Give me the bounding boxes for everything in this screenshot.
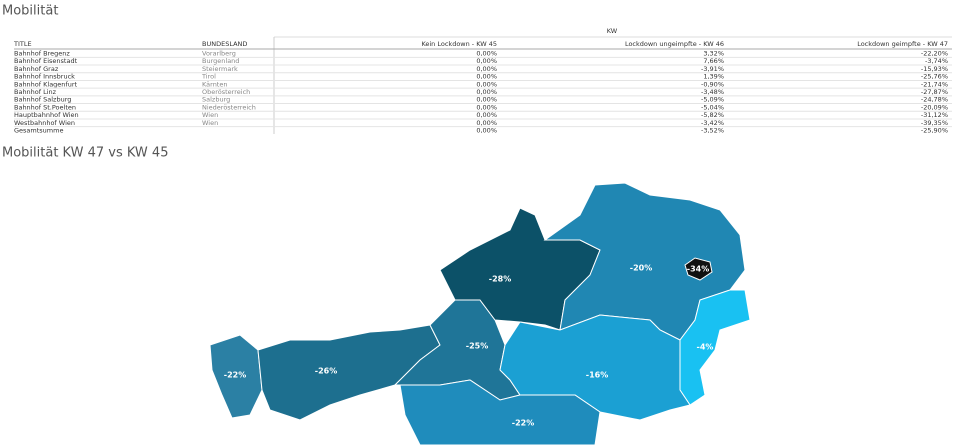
region (499, 314, 691, 421)
station-name: Bahnhof St.Poelten (14, 103, 76, 111)
region-label: -26% (315, 367, 337, 376)
station-name: Bahnhof Eisenstadt (14, 57, 78, 65)
value-cell: -15,93% (921, 65, 948, 73)
column-header: BUNDESLAND (202, 40, 247, 48)
value-cell: 0,00% (476, 88, 497, 96)
value-cell: 0,00% (476, 73, 497, 81)
total-value: -25,90% (921, 127, 948, 135)
value-cell: -3,74% (925, 57, 948, 65)
value-cell: 0,00% (476, 57, 497, 65)
map-title: Mobilität KW 47 vs KW 45 (2, 146, 168, 161)
total-label: Gesamtsumme (14, 127, 63, 135)
value-cell: -27,87% (921, 88, 948, 96)
value-cell: 0,00% (476, 119, 497, 127)
station-name: Bahnhof Innsbruck (14, 73, 75, 81)
region-label: -25% (466, 342, 488, 351)
value-cell: 3,32% (703, 50, 724, 58)
station-name: Bahnhof Salzburg (14, 96, 71, 104)
state-name: Steiermark (202, 65, 238, 73)
column-header: Lockdown ungeimpfte - KW 46 (625, 40, 724, 48)
value-cell: -21,74% (921, 80, 948, 88)
region (679, 289, 751, 406)
value-cell: -25,76% (921, 73, 948, 81)
region-label: -16% (586, 371, 608, 380)
station-name: Bahnhof Bregenz (14, 50, 70, 58)
value-cell: 0,00% (476, 65, 497, 73)
region (684, 257, 713, 281)
value-cell: 0,00% (476, 111, 497, 119)
value-cell: -3,48% (701, 88, 724, 96)
state-name: Niederösterreich (202, 103, 256, 111)
state-name: Oberösterreich (202, 88, 250, 96)
value-cell: 0,00% (476, 50, 497, 58)
value-cell: -5,04% (701, 103, 724, 111)
region-label: -28% (489, 275, 511, 284)
station-name: Hauptbahnhof Wien (14, 111, 79, 119)
region-label: -20% (630, 264, 652, 273)
state-name: Wien (202, 119, 218, 127)
value-cell: 7,66% (703, 57, 724, 65)
column-header: Kein Lockdown - KW 45 (421, 40, 497, 48)
state-name: Salzburg (202, 96, 230, 104)
total-value: -3,52% (701, 127, 724, 135)
value-cell: 1,39% (703, 73, 724, 81)
state-name: Vorarlberg (202, 50, 236, 58)
value-cell: -22,20% (921, 50, 948, 58)
column-header: Lockdown geimpfte - KW 47 (857, 40, 948, 48)
group-header: KW (607, 27, 618, 35)
value-cell: -3,91% (701, 65, 724, 73)
column-header: TITLE (13, 40, 32, 48)
dashboard-title: Mobilität (2, 4, 58, 19)
region (399, 379, 601, 445)
station-name: Bahnhof Klagenfurt (14, 80, 78, 88)
value-cell: 0,00% (476, 96, 497, 104)
value-cell: -24,78% (921, 96, 948, 104)
total-value: 0,00% (476, 127, 497, 135)
value-cell: -5,82% (701, 111, 724, 119)
station-name: Westbahnhof Wien (14, 119, 75, 127)
value-cell: -20,09% (921, 103, 948, 111)
station-name: Bahnhof Graz (14, 65, 59, 73)
value-cell: 0,00% (476, 80, 497, 88)
region-label: -22% (224, 371, 246, 380)
region-label: -34% (687, 265, 709, 274)
value-cell: -39,35% (921, 119, 948, 127)
state-name: Wien (202, 111, 218, 119)
station-name: Bahnhof Linz (14, 88, 57, 96)
value-cell: -3,42% (701, 119, 724, 127)
region-label: -22% (512, 419, 534, 428)
value-cell: 0,00% (476, 103, 497, 111)
value-cell: -0,90% (701, 80, 724, 88)
region-label: -4% (697, 343, 714, 352)
state-name: Kärnten (202, 80, 227, 88)
state-name: Burgenland (202, 57, 239, 65)
value-cell: -31,12% (921, 111, 948, 119)
state-name: Tirol (201, 73, 216, 81)
value-cell: -5,09% (701, 96, 724, 104)
map: -22% -26% -25% -28% -20% -34% -4% -16% -22% (209, 182, 751, 445)
region (209, 334, 263, 419)
